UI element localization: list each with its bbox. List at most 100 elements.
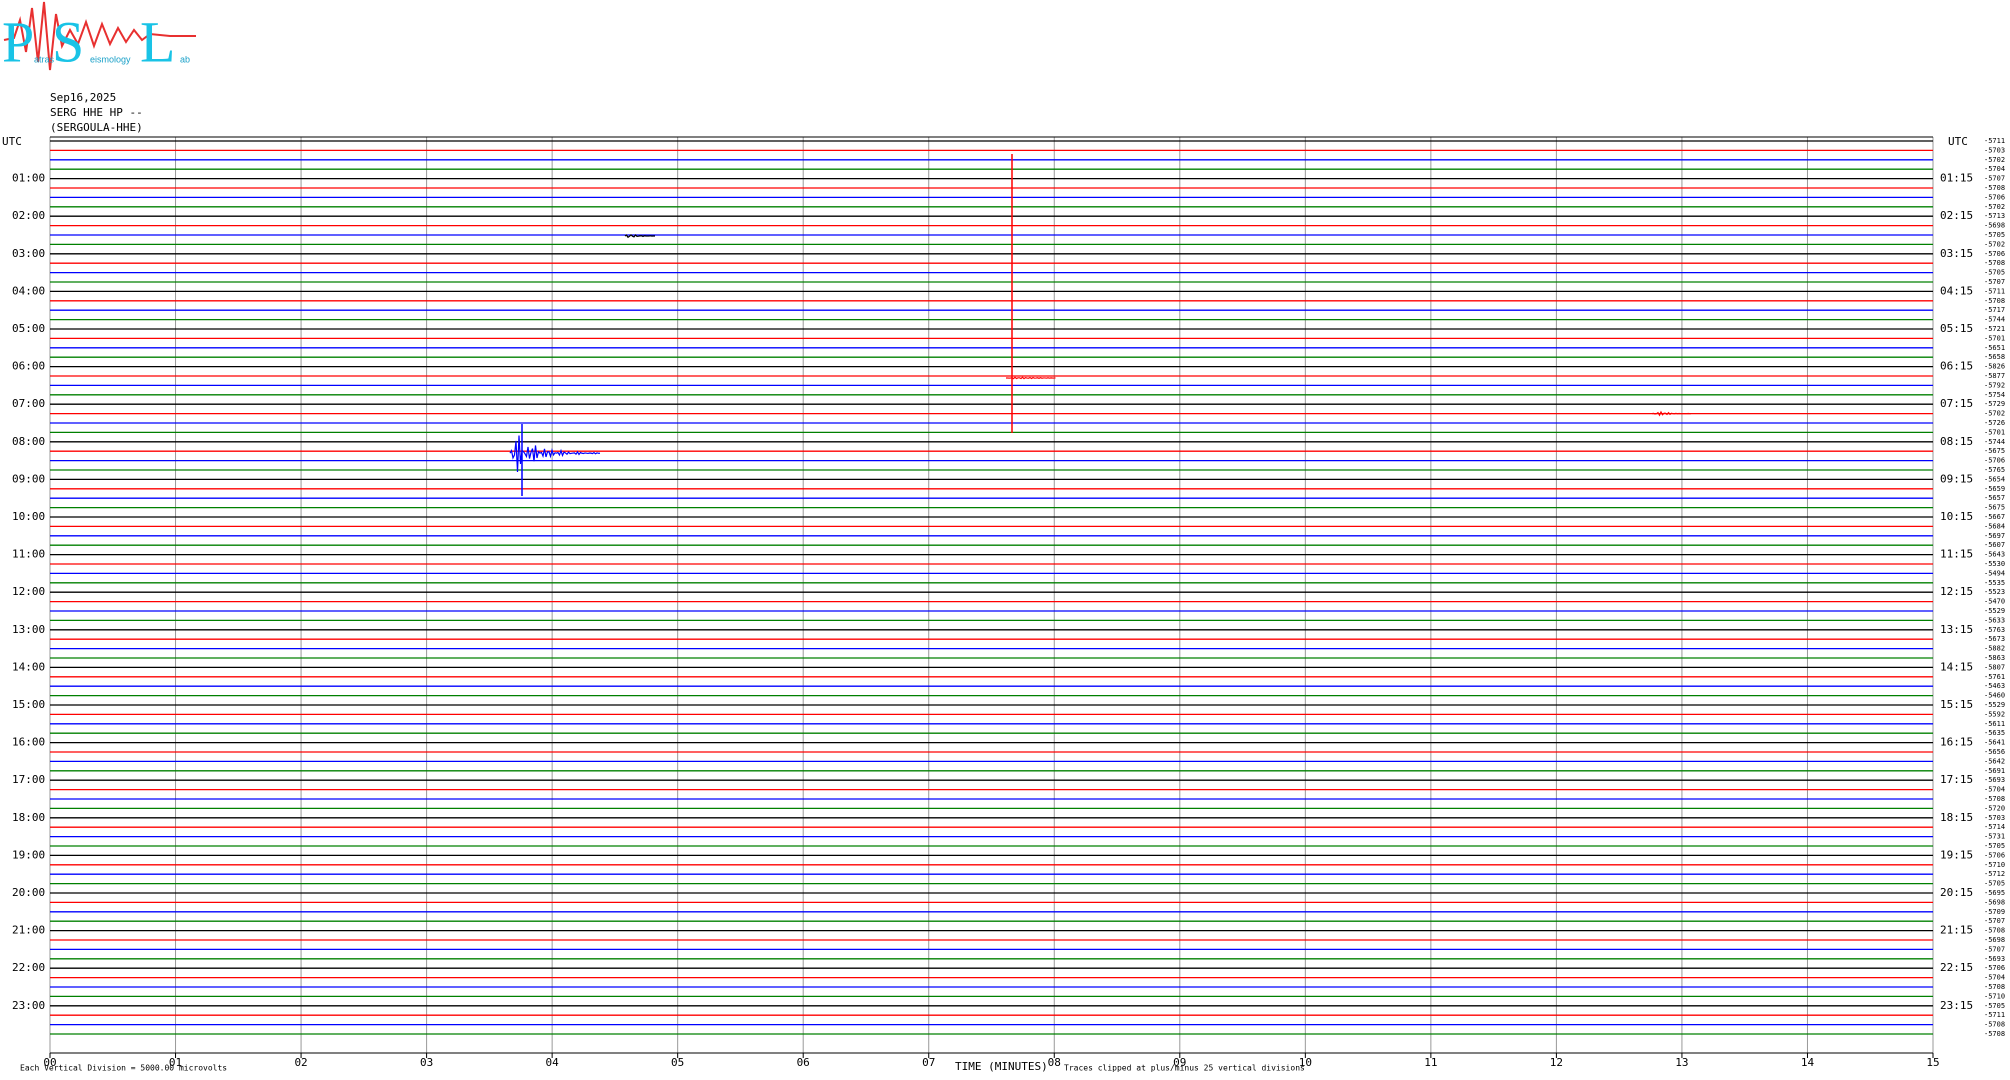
- hour-label-right: 19:15: [1940, 848, 1973, 861]
- row-offset: -5705: [1984, 880, 2005, 888]
- row-offset: -5651: [1984, 344, 2005, 352]
- row-offset: -5642: [1984, 757, 2005, 765]
- row-offset: -5695: [1984, 889, 2005, 897]
- hour-label-left: 06:00: [12, 360, 45, 373]
- row-offset: -5711: [1984, 1011, 2005, 1019]
- logo-word: eismology: [90, 54, 131, 64]
- seismic-event: [1651, 410, 1692, 417]
- seismic-event: [509, 435, 601, 472]
- row-offset: -5708: [1984, 184, 2005, 192]
- row-offset: -5792: [1984, 381, 2005, 389]
- row-offset: -5494: [1984, 569, 2005, 577]
- x-tick-label: 01: [169, 1056, 182, 1069]
- hour-label-right: 11:15: [1940, 548, 1973, 561]
- row-offset: -5707: [1984, 917, 2005, 925]
- row-offset: -5535: [1984, 579, 2005, 587]
- hour-label-right: 12:15: [1940, 585, 1973, 598]
- row-offset: -5698: [1984, 898, 2005, 906]
- row-offset: -5705: [1984, 842, 2005, 850]
- row-offset: -5702: [1984, 203, 2005, 211]
- hour-label-right: 05:15: [1940, 322, 1973, 335]
- row-offset: -5707: [1984, 945, 2005, 953]
- x-tick-label: 15: [1926, 1056, 1939, 1069]
- row-offset: -5703: [1984, 814, 2005, 822]
- scale-note: Each Vertical Division = 5000.00 microvo…: [20, 1064, 227, 1073]
- x-tick-label: 08: [1048, 1056, 1061, 1069]
- row-offset: -5714: [1984, 823, 2005, 831]
- logo-word: ab: [180, 54, 190, 64]
- logo-wave: [3, 1, 196, 71]
- clip-note: Traces clipped at plus/minus 25 vertical…: [1064, 1064, 1305, 1073]
- row-offset: -5704: [1984, 165, 2005, 173]
- row-offset: -5763: [1984, 626, 2005, 634]
- time-zone-left: UTC: [2, 135, 22, 148]
- hour-label-right: 07:15: [1940, 397, 1973, 410]
- row-offset: -5712: [1984, 870, 2005, 878]
- x-tick-label: 13: [1675, 1056, 1688, 1069]
- hour-label-left: 22:00: [12, 961, 45, 974]
- x-tick-label: 03: [420, 1056, 433, 1069]
- row-offset: -5704: [1984, 974, 2005, 982]
- row-offset: -5658: [1984, 353, 2005, 361]
- seismic-event: [1005, 376, 1056, 380]
- row-offset: -5744: [1984, 438, 2005, 446]
- hour-label-right: 18:15: [1940, 811, 1973, 824]
- row-offset: -5720: [1984, 804, 2005, 812]
- x-axis-title: TIME (MINUTES): [955, 1060, 1048, 1073]
- hour-label-right: 06:15: [1940, 360, 1973, 373]
- hour-label-right: 08:15: [1940, 435, 1973, 448]
- row-offset: -5702: [1984, 156, 2005, 164]
- x-tick-label: 07: [922, 1056, 935, 1069]
- hour-label-left: 13:00: [12, 623, 45, 636]
- x-tick-label: 06: [797, 1056, 810, 1069]
- row-offset: -5707: [1984, 278, 2005, 286]
- row-offset: -5667: [1984, 513, 2005, 521]
- row-offset: -5673: [1984, 635, 2005, 643]
- hour-label-left: 05:00: [12, 322, 45, 335]
- hour-label-right: 14:15: [1940, 660, 1973, 673]
- row-offset: -5744: [1984, 316, 2005, 324]
- row-offset: -5657: [1984, 494, 2005, 502]
- hour-label-right: 10:15: [1940, 510, 1973, 523]
- x-tick-label: 14: [1801, 1056, 1815, 1069]
- row-offset: -5691: [1984, 767, 2005, 775]
- row-offset: -5882: [1984, 645, 2005, 653]
- row-offset: -5698: [1984, 936, 2005, 944]
- x-tick-label: 09: [1173, 1056, 1186, 1069]
- x-tick-label: 12: [1550, 1056, 1563, 1069]
- row-offset: -5711: [1984, 287, 2005, 295]
- row-offset: -5807: [1984, 663, 2005, 671]
- row-offset: -5826: [1984, 363, 2005, 371]
- hour-label-right: 03:15: [1940, 247, 1973, 260]
- x-tick-label: 05: [671, 1056, 684, 1069]
- row-offset: -5701: [1984, 334, 2005, 342]
- row-offset: -5611: [1984, 720, 2005, 728]
- hour-label-right: 04:15: [1940, 284, 1973, 297]
- hour-label-right: 09:15: [1940, 472, 1973, 485]
- row-offset: -5761: [1984, 673, 2005, 681]
- row-offset: -5592: [1984, 710, 2005, 718]
- row-offset: -5709: [1984, 908, 2005, 916]
- logo-word: atras: [34, 54, 55, 64]
- row-offset: -5765: [1984, 466, 2005, 474]
- hour-label-right: 15:15: [1940, 698, 1973, 711]
- row-offset: -5708: [1984, 983, 2005, 991]
- row-offset: -5705: [1984, 269, 2005, 277]
- hour-label-right: 22:15: [1940, 961, 1973, 974]
- hour-label-left: 19:00: [12, 848, 45, 861]
- x-tick-label: 11: [1424, 1056, 1437, 1069]
- row-offset: -5702: [1984, 240, 2005, 248]
- row-offset: -5659: [1984, 485, 2005, 493]
- row-offset: -5693: [1984, 955, 2005, 963]
- row-offset: -5641: [1984, 739, 2005, 747]
- row-offset: -5675: [1984, 504, 2005, 512]
- hour-label-left: 14:00: [12, 660, 45, 673]
- row-offset: -5711: [1984, 137, 2005, 145]
- row-offset: -5708: [1984, 1021, 2005, 1029]
- hour-label-right: 17:15: [1940, 773, 1973, 786]
- row-offset: -5523: [1984, 588, 2005, 596]
- logo-letter: P: [2, 9, 34, 74]
- row-offset: -5726: [1984, 419, 2005, 427]
- logo: P atras S eismology L ab: [2, 1, 196, 74]
- x-tick-label: 00: [43, 1056, 56, 1069]
